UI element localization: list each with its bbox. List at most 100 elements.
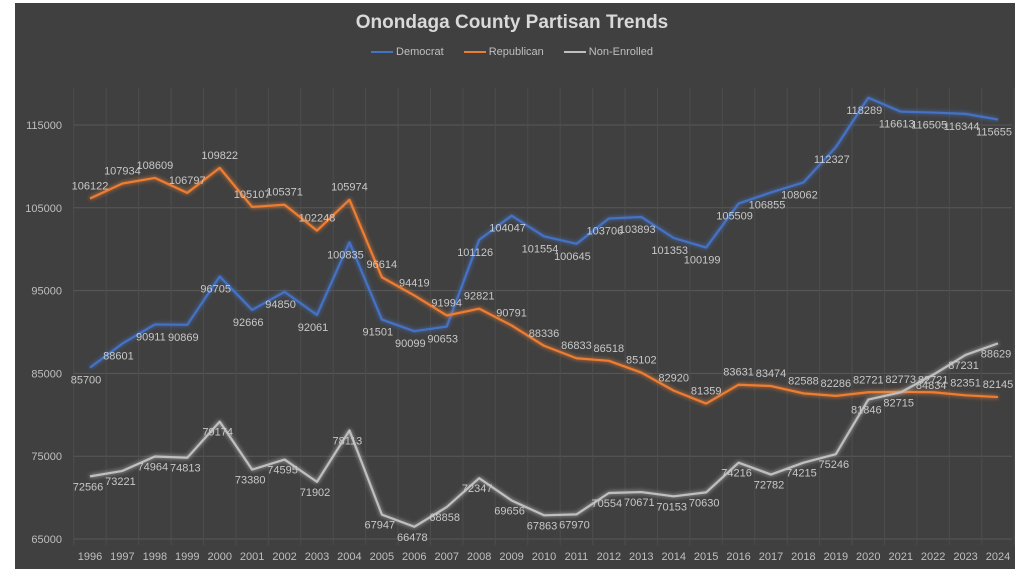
- y-tick-label: 85000: [31, 368, 62, 380]
- x-tick-label: 2018: [791, 551, 815, 563]
- legend-item-democrat: Democrat: [371, 46, 444, 58]
- data-label-republican: 82351: [950, 377, 981, 389]
- data-label-republican: 83631: [723, 367, 754, 379]
- data-label-democrat: 100835: [327, 249, 364, 261]
- data-label-republican: 83474: [756, 368, 787, 380]
- legend-swatch-non-enrolled: [563, 51, 586, 53]
- data-label-non-enrolled: 70153: [656, 501, 687, 513]
- data-label-non-enrolled: 74216: [721, 468, 752, 480]
- data-label-democrat: 92061: [298, 322, 329, 334]
- data-label-republican: 85102: [626, 355, 657, 367]
- data-label-republican: 106797: [169, 175, 206, 187]
- data-label-non-enrolled: 87231: [948, 360, 979, 372]
- data-label-democrat: 106855: [749, 199, 786, 211]
- data-label-republican: 105107: [234, 189, 271, 201]
- y-tick-label: 95000: [31, 286, 62, 298]
- x-tick-label: 2009: [499, 551, 523, 563]
- legend-label-republican: Republican: [488, 46, 544, 58]
- data-label-non-enrolled: 70671: [624, 497, 655, 509]
- x-tick-label: 2023: [953, 551, 977, 563]
- data-label-republican: 105371: [266, 187, 303, 199]
- data-label-non-enrolled: 67863: [527, 520, 558, 532]
- x-tick-label: 2024: [986, 551, 1010, 563]
- data-label-democrat: 94850: [265, 299, 296, 311]
- data-label-republican: 86833: [561, 340, 592, 352]
- data-label-non-enrolled: 67970: [559, 519, 590, 531]
- x-tick-label: 2012: [597, 551, 621, 563]
- data-label-republican: 82773: [885, 374, 916, 386]
- x-tick-label: 2019: [824, 551, 848, 563]
- series-lines: [89, 96, 999, 528]
- legend-item-republican: Republican: [463, 46, 544, 58]
- data-label-republican: 82286: [821, 378, 852, 390]
- x-tick-label: 2003: [305, 551, 329, 563]
- data-label-democrat: 101554: [522, 243, 559, 255]
- chart-title: Onondaga County Partisan Trends: [355, 12, 669, 33]
- data-label-democrat: 103893: [619, 224, 656, 236]
- data-label-democrat: 105509: [716, 211, 753, 223]
- x-tick-label: 2007: [434, 551, 458, 563]
- data-label-democrat: 115655: [976, 127, 1012, 139]
- data-label-non-enrolled: 66478: [397, 532, 428, 544]
- data-label-democrat: 100645: [554, 251, 591, 263]
- data-label-non-enrolled: 82715: [883, 397, 914, 409]
- data-label-non-enrolled: 74215: [786, 468, 817, 480]
- data-label-non-enrolled: 72347: [462, 483, 493, 495]
- data-label-non-enrolled: 88629: [981, 348, 1012, 360]
- data-label-democrat: 101353: [651, 245, 688, 257]
- data-label-non-enrolled: 74964: [138, 461, 169, 473]
- x-tick-label: 2021: [888, 551, 912, 563]
- x-tick-label: 2017: [759, 551, 783, 563]
- data-label-democrat: 101126: [457, 247, 493, 259]
- data-label-republican: 96614: [367, 259, 398, 271]
- data-label-republican: 82721: [853, 374, 884, 386]
- x-tick-label: 2016: [726, 551, 750, 563]
- data-label-republican: 102248: [299, 213, 336, 225]
- x-tick-label: 2020: [856, 551, 880, 563]
- data-label-democrat: 116344: [944, 121, 980, 133]
- y-tick-label: 115000: [26, 120, 62, 132]
- legend-item-non-enrolled: Non-Enrolled: [563, 46, 653, 58]
- data-label-democrat: 100199: [684, 255, 721, 267]
- data-label-republican: 92821: [464, 291, 495, 303]
- series-line-democrat: [89, 96, 999, 369]
- data-label-republican: 86518: [594, 343, 625, 355]
- data-label-republican: 94419: [399, 277, 430, 289]
- legend-swatch-democrat: [371, 51, 394, 53]
- x-tick-label: 1999: [175, 551, 199, 563]
- legend-label-non-enrolled: Non-Enrolled: [588, 46, 653, 58]
- data-label-non-enrolled: 70630: [689, 497, 720, 509]
- y-axis: 65000 75000 85000 95000 105000 115000: [25, 120, 62, 546]
- x-tick-label: 2005: [370, 551, 394, 563]
- data-label-non-enrolled: 73380: [235, 475, 266, 487]
- x-tick-label: 2011: [565, 551, 589, 563]
- x-tick-label: 2004: [337, 551, 361, 563]
- data-label-non-enrolled: 69656: [494, 505, 525, 517]
- legend: Democrat Republican Non-Enrolled: [0, 46, 1024, 58]
- legend-label-democrat: Democrat: [396, 46, 444, 58]
- data-label-non-enrolled: 78113: [333, 435, 363, 447]
- data-label-republican: 82920: [658, 373, 689, 385]
- data-label-democrat: 108062: [781, 189, 818, 201]
- series-line-non-enrolled: [89, 342, 999, 528]
- x-tick-label: 2000: [207, 551, 231, 563]
- x-tick-label: 2002: [272, 551, 296, 563]
- data-label-democrat: 116505: [911, 120, 947, 132]
- data-label-non-enrolled: 75246: [819, 459, 850, 471]
- data-label-democrat: 90099: [395, 338, 426, 350]
- data-label-non-enrolled: 81846: [851, 405, 882, 417]
- gridlines: [73, 88, 1015, 545]
- data-label-republican: 82588: [788, 375, 819, 387]
- x-tick-label: 1998: [143, 551, 167, 563]
- data-label-republican: 106122: [72, 181, 109, 193]
- data-label-democrat: 92666: [233, 317, 264, 329]
- data-label-non-enrolled: 72782: [754, 480, 785, 492]
- data-label-non-enrolled: 73221: [105, 476, 136, 488]
- data-label-republican: 108609: [136, 160, 173, 172]
- data-label-republican: 88336: [529, 328, 560, 340]
- x-tick-label: 2014: [661, 551, 685, 563]
- x-tick-label: 2022: [921, 551, 945, 563]
- data-label-non-enrolled: 71902: [300, 487, 331, 499]
